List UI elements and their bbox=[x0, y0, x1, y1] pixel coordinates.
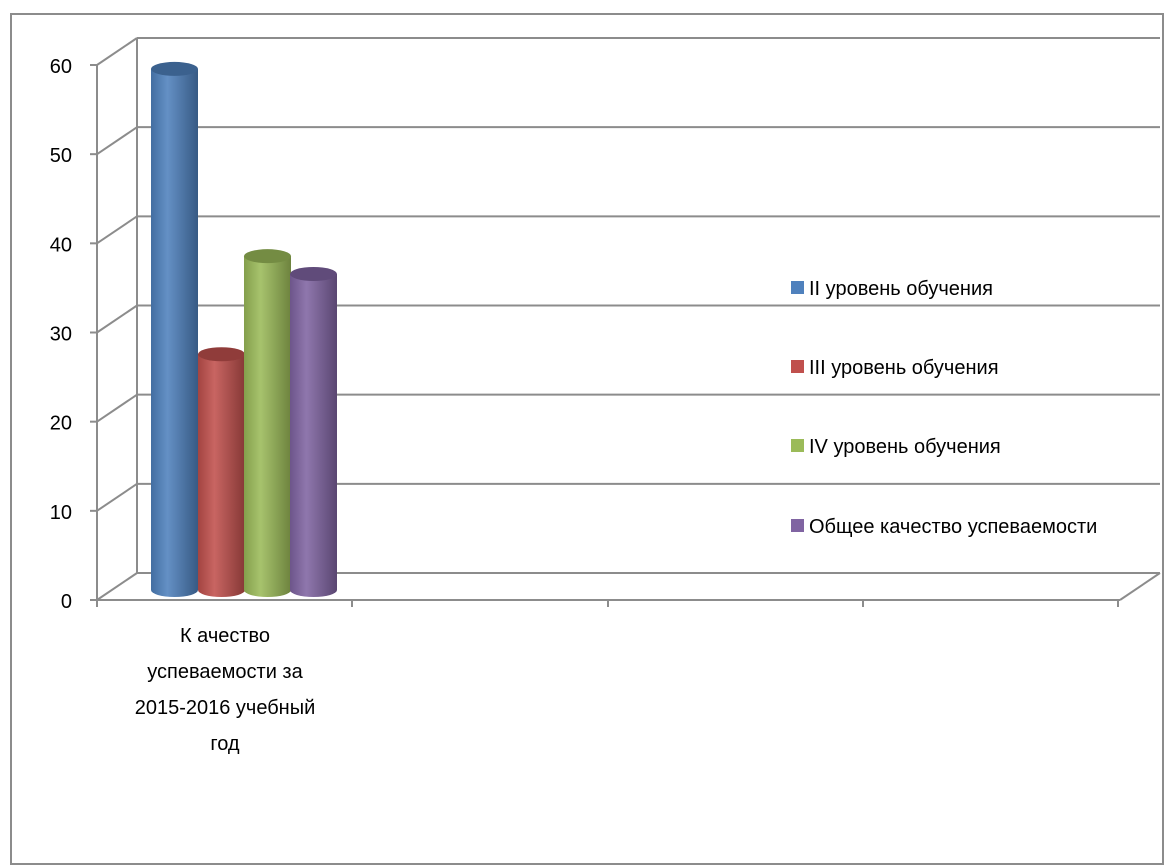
legend-item-2: III уровень обучения bbox=[791, 357, 999, 379]
gridline-depth bbox=[96, 393, 138, 423]
y-tick-label: 60 bbox=[50, 56, 72, 78]
gridline-depth bbox=[96, 483, 138, 512]
category-label-line-3: 2015-2016 учебный bbox=[135, 697, 316, 719]
gridline-depth bbox=[96, 126, 138, 155]
legend-item-3: IV уровень обучения bbox=[791, 436, 1001, 458]
bars bbox=[151, 61, 337, 598]
bar-body bbox=[198, 354, 245, 598]
gridline-depth bbox=[96, 215, 138, 245]
floor-right-edge bbox=[1119, 572, 1161, 601]
legend-swatch bbox=[791, 360, 804, 373]
legend-label: IV уровень обучения bbox=[809, 436, 1001, 458]
y-axis-tick-labels: 0 10 20 30 40 50 60 bbox=[50, 56, 72, 613]
y-tick-label: 10 bbox=[50, 502, 72, 524]
axes bbox=[90, 38, 1161, 607]
legend-swatch bbox=[791, 519, 804, 532]
bar-body bbox=[290, 274, 337, 598]
bar-top bbox=[198, 347, 245, 362]
category-label-line-2: успеваемости за bbox=[147, 661, 303, 683]
y-tick-label: 40 bbox=[50, 234, 72, 256]
category-label-line-1: К ачество bbox=[180, 625, 270, 647]
bar-3 bbox=[244, 249, 291, 598]
legend-label: III уровень обучения bbox=[809, 357, 999, 379]
legend-label: Общее качество успеваемости bbox=[809, 516, 1097, 538]
y-tick-label: 20 bbox=[50, 413, 72, 435]
bar-top bbox=[244, 249, 291, 264]
bar-top bbox=[290, 267, 337, 281]
bar-body bbox=[151, 68, 198, 597]
y-tick-label: 30 bbox=[50, 324, 72, 346]
x-axis-category-label: К ачество успеваемости за 2015-2016 учеб… bbox=[135, 625, 316, 755]
bar-1 bbox=[151, 61, 198, 597]
y-tick-label: 0 bbox=[61, 591, 72, 613]
bar-body bbox=[244, 256, 291, 598]
bar-top bbox=[151, 61, 198, 76]
bar-2 bbox=[198, 347, 245, 598]
legend-label: II уровень обучения bbox=[809, 278, 993, 300]
legend-item-1: II уровень обучения bbox=[791, 278, 993, 300]
gridline-depth bbox=[96, 304, 138, 334]
gridline-depth bbox=[96, 572, 138, 601]
bar-4 bbox=[290, 267, 337, 598]
gridline-depth bbox=[96, 37, 138, 66]
legend-swatch bbox=[791, 439, 804, 452]
y-tick-label: 50 bbox=[50, 145, 72, 167]
category-label-line-4: год bbox=[210, 733, 240, 755]
legend-swatch bbox=[791, 281, 804, 294]
legend: II уровень обучения III уровень обучения I… bbox=[791, 278, 1097, 538]
legend-item-4: Общее качество успеваемости bbox=[791, 516, 1097, 538]
